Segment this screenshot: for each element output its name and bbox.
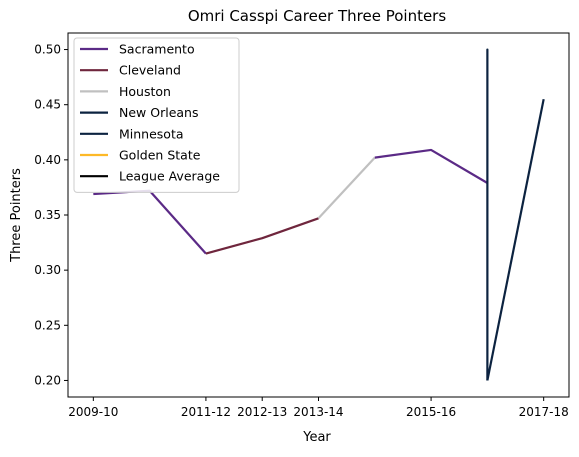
legend-label-minnesota: Minnesota — [119, 126, 184, 141]
series-line-minnesota-5 — [486, 98, 545, 381]
y-tick-label: 0.50 — [34, 43, 61, 57]
legend-box — [73, 37, 240, 193]
y-tick-label: 0.35 — [34, 208, 61, 222]
x-tick-label: 2015-16 — [406, 405, 456, 419]
plot-lines — [93, 48, 545, 381]
series-line-sacramento-3 — [374, 148, 488, 184]
x-axis-label: Year — [302, 430, 331, 445]
y-tick-label: 0.40 — [34, 153, 61, 167]
x-tick-label: 2017-18 — [519, 405, 569, 419]
y-tick-label: 0.25 — [34, 318, 61, 332]
legend-label-sacramento: Sacramento — [119, 42, 195, 57]
series-line-houston-2 — [317, 156, 376, 220]
legend-label-houston: Houston — [119, 84, 171, 99]
legend-label-cleveland: Cleveland — [119, 63, 181, 78]
y-tick-label: 0.45 — [34, 98, 61, 112]
x-tick-label: 2009-10 — [68, 405, 118, 419]
legend: Sacramento Cleveland Houston New Orleans Min… — [73, 37, 240, 193]
x-axis-ticks: 2009-10 2011-12 2012-13 2013-14 2015-16 2017-… — [68, 397, 569, 419]
y-axis-ticks: 0.20 0.25 0.30 0.35 0.40 0.45 0.50 — [34, 43, 68, 387]
y-tick-label: 0.20 — [34, 373, 61, 387]
chart-title: Omri Casspi Career Three Pointers — [188, 7, 447, 25]
legend-label-league-average: League Average — [119, 169, 220, 184]
series-line-sacramento-0 — [93, 189, 207, 255]
x-tick-label: 2012-13 — [237, 405, 287, 419]
legend-label-new-orleans: New Orleans — [119, 105, 198, 120]
x-tick-label: 2013-14 — [293, 405, 343, 419]
x-tick-label: 2011-12 — [181, 405, 231, 419]
legend-label-golden-state: Golden State — [119, 148, 201, 163]
y-tick-label: 0.30 — [34, 263, 61, 277]
y-axis-label: Three Pointers — [9, 168, 24, 263]
series-line-cleveland-1 — [205, 217, 319, 255]
